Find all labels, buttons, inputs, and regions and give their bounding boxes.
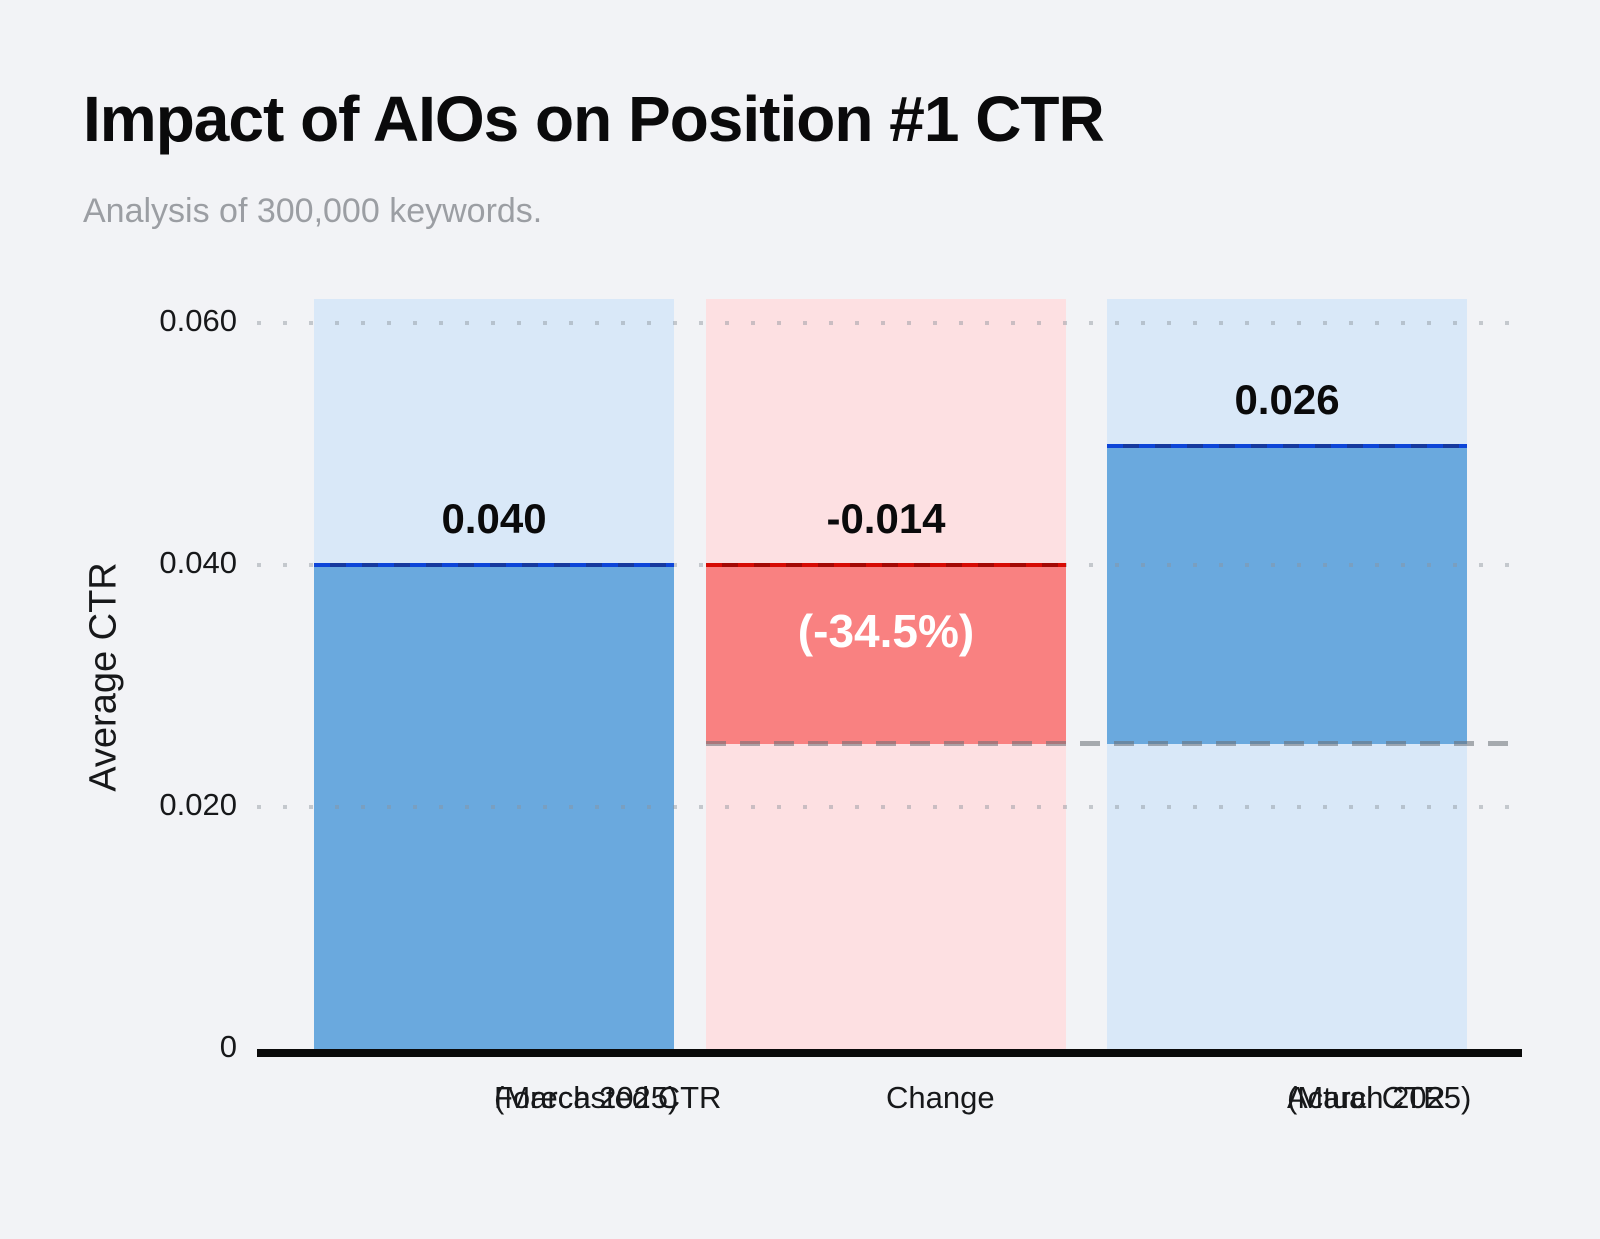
- y-tick-label-0: 0: [219, 1029, 237, 1064]
- bar-change-solid: [706, 567, 1066, 745]
- x-tick-label-line: (March 2025): [1287, 1080, 1472, 1115]
- bar-actual-ctr-solid: [1107, 447, 1467, 745]
- bar-change-marker-line: [706, 563, 1066, 568]
- x-tick-label-line: (March 2025): [494, 1080, 679, 1115]
- bar-actual-ctr-value-label: 0.026: [1234, 375, 1340, 423]
- x-tick-label-line: Forecasted CTR: [494, 1080, 722, 1115]
- bar-forecasted-ctr-marker-line: [314, 563, 674, 568]
- dashed-reference-line: [706, 741, 1522, 747]
- bar-actual-ctr-marker-line: [1107, 443, 1467, 448]
- y-tick-label-0.040: 0.040: [159, 545, 237, 580]
- bar-forecasted-ctr-value-label: 0.040: [441, 495, 547, 543]
- bar-change-pct-label: (-34.5%): [797, 605, 975, 658]
- bar-change-value-label: -0.014: [826, 495, 946, 543]
- gridline-0.020: [257, 805, 1522, 809]
- x-tick-label-line: Actual CTR: [1287, 1080, 1446, 1115]
- x-tick-label-line: Change: [886, 1080, 995, 1115]
- x-axis-line: [257, 1049, 1522, 1057]
- bar-forecasted-ctr-solid: [314, 567, 674, 1049]
- y-tick-label-0.020: 0.020: [159, 787, 237, 822]
- chart-title: Impact of AIOs on Position #1 CTR: [83, 83, 1105, 155]
- y-tick-label-0.060: 0.060: [159, 303, 237, 338]
- chart-subtitle: Analysis of 300,000 keywords.: [83, 192, 543, 230]
- gridline-0.060: [257, 321, 1522, 325]
